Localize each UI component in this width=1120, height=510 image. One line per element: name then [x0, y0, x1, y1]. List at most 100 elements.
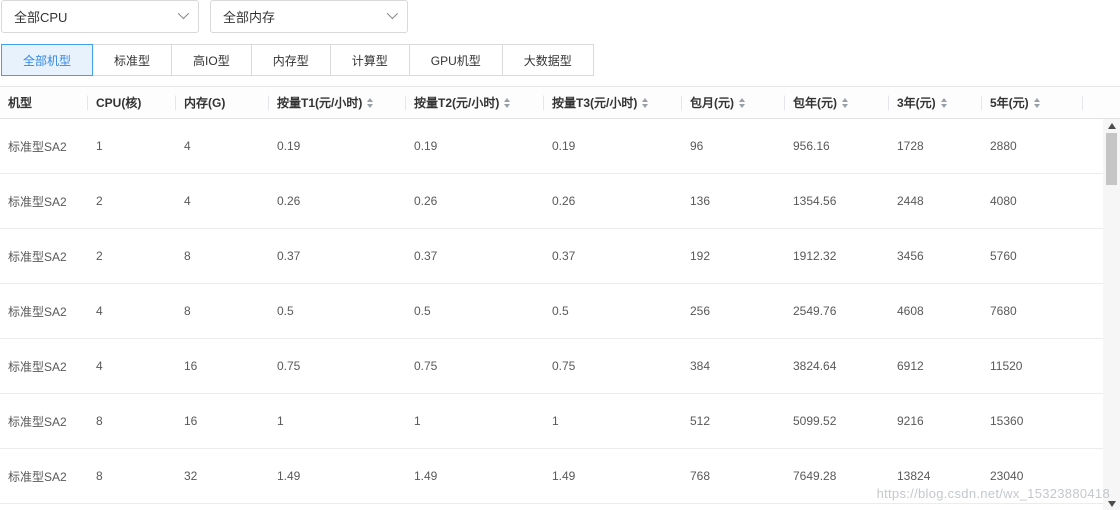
cell-cpu: 4: [96, 359, 103, 373]
col-label: 按量T1(元/小时): [277, 96, 363, 110]
cpu-filter-value: 全部CPU: [14, 10, 68, 25]
col-header-payg-t1[interactable]: 按量T1(元/小时): [269, 87, 406, 118]
vertical-scrollbar[interactable]: [1103, 119, 1120, 510]
sort-icon[interactable]: [642, 97, 649, 108]
cell-memory: 16: [184, 359, 198, 373]
col-header-payg-t3[interactable]: 按量T3(元/小时): [544, 87, 682, 118]
col-header-cpu: CPU(核): [88, 87, 176, 118]
table-row: 标准型SA2 1 4 0.19 0.19 0.19 96 956.16 1728…: [0, 119, 1120, 174]
cell-payg-t1: 1: [277, 414, 284, 428]
cell-5year: 15360: [990, 414, 1024, 428]
col-label: 内存(G): [184, 96, 226, 110]
cell-model: 标准型SA2: [8, 249, 67, 264]
col-header-3year[interactable]: 3年(元): [889, 87, 982, 118]
table-row: 标准型SA2 8 16 1 1 1 512 5099.52 9216 15360: [0, 394, 1120, 449]
cell-yearly: 956.16: [793, 139, 830, 153]
cell-cpu: 8: [96, 469, 103, 483]
cell-payg-t2: 1.49: [414, 469, 438, 483]
cell-cpu: 8: [96, 414, 103, 428]
cell-3year: 4608: [897, 304, 924, 318]
arrow-down-icon: [1107, 500, 1116, 507]
chevron-down-icon: [177, 7, 190, 20]
arrow-up-icon: [1107, 122, 1116, 129]
col-label: 3年(元): [897, 96, 936, 110]
tab-label: 计算型: [351, 53, 388, 68]
cell-payg-t2: 0.19: [414, 139, 438, 153]
cell-5year: 4080: [990, 194, 1017, 208]
cell-5year: 5760: [990, 249, 1017, 263]
tab-gpu[interactable]: GPU机型: [408, 44, 503, 76]
col-header-monthly[interactable]: 包月(元): [682, 87, 785, 118]
cell-monthly: 512: [690, 414, 711, 428]
cell-payg-t2: 0.26: [414, 194, 438, 208]
cell-yearly: 3824.64: [793, 359, 837, 373]
col-header-5year[interactable]: 5年(元): [982, 87, 1083, 118]
cell-cpu: 4: [96, 304, 103, 318]
table-row: 标准型SA2 2 4 0.26 0.26 0.26 136 1354.56 24…: [0, 174, 1120, 229]
tab-big-data[interactable]: 大数据型: [501, 44, 594, 76]
cell-payg-t1: 0.75: [277, 359, 301, 373]
pricing-table: 机型 CPU(核) 内存(G) 按量T1(元/小时) 按量T2(元/小时) 按量…: [0, 86, 1120, 504]
scrollbar-thumb[interactable]: [1106, 133, 1117, 185]
col-label: 包年(元): [793, 96, 837, 110]
col-header-payg-t2[interactable]: 按量T2(元/小时): [406, 87, 544, 118]
cell-payg-t2: 0.5: [414, 304, 431, 318]
cell-memory: 4: [184, 194, 191, 208]
table-body: 标准型SA2 1 4 0.19 0.19 0.19 96 956.16 1728…: [0, 119, 1120, 504]
cpu-filter-select[interactable]: 全部CPU: [1, 0, 199, 33]
cell-model: 标准型SA2: [8, 194, 67, 209]
sort-icon[interactable]: [367, 97, 374, 108]
tab-memory[interactable]: 内存型: [250, 44, 331, 76]
col-label: CPU(核): [96, 96, 142, 110]
cell-5year: 2880: [990, 139, 1017, 153]
cell-payg-t3: 1.49: [552, 469, 576, 483]
cell-payg-t3: 0.5: [552, 304, 569, 318]
tab-label: 大数据型: [523, 53, 572, 68]
cell-payg-t3: 1: [552, 414, 559, 428]
cell-yearly: 1912.32: [793, 249, 837, 263]
cell-cpu: 2: [96, 249, 103, 263]
tab-high-io[interactable]: 高IO型: [171, 44, 252, 76]
cell-memory: 4: [184, 139, 191, 153]
cell-payg-t2: 0.37: [414, 249, 438, 263]
sort-icon[interactable]: [842, 97, 848, 108]
tab-all-types[interactable]: 全部机型: [1, 44, 94, 76]
cell-3year: 1728: [897, 139, 924, 153]
instance-type-tabs: 全部机型 标准型 高IO型 内存型 计算型 GPU机型 大数据型: [1, 44, 594, 76]
cell-model: 标准型SA2: [8, 139, 67, 154]
scroll-down-button[interactable]: [1103, 497, 1120, 510]
cell-memory: 8: [184, 249, 191, 263]
cell-memory: 8: [184, 304, 191, 318]
chevron-down-icon: [386, 7, 399, 20]
filter-bar: 全部CPU 全部内存: [1, 0, 408, 33]
cell-monthly: 256: [690, 304, 711, 318]
table-header-row: 机型 CPU(核) 内存(G) 按量T1(元/小时) 按量T2(元/小时) 按量…: [0, 86, 1120, 119]
cell-yearly: 7649.28: [793, 469, 837, 483]
cell-model: 标准型SA2: [8, 304, 67, 319]
sort-icon[interactable]: [504, 97, 511, 108]
cell-3year: 3456: [897, 249, 924, 263]
cell-monthly: 136: [690, 194, 711, 208]
cell-payg-t3: 0.19: [552, 139, 576, 153]
cell-yearly: 2549.76: [793, 304, 837, 318]
col-header-yearly[interactable]: 包年(元): [785, 87, 889, 118]
cell-5year: 11520: [990, 359, 1023, 373]
memory-filter-select[interactable]: 全部内存: [210, 0, 408, 33]
cell-5year: 7680: [990, 304, 1017, 318]
col-label: 按量T3(元/小时): [552, 96, 638, 110]
sort-icon[interactable]: [739, 97, 745, 108]
cell-payg-t2: 1: [414, 414, 421, 428]
table-row: 标准型SA2 4 16 0.75 0.75 0.75 384 3824.64 6…: [0, 339, 1120, 394]
memory-filter-value: 全部内存: [223, 10, 276, 25]
cell-payg-t2: 0.75: [414, 359, 438, 373]
cell-cpu: 2: [96, 194, 103, 208]
tab-label: 内存型: [272, 53, 309, 68]
sort-icon[interactable]: [1033, 97, 1040, 108]
tab-compute[interactable]: 计算型: [329, 44, 410, 76]
col-label: 5年(元): [990, 96, 1029, 110]
cell-3year: 9216: [897, 414, 924, 428]
scroll-up-button[interactable]: [1103, 119, 1120, 132]
tab-standard[interactable]: 标准型: [92, 44, 173, 76]
sort-icon[interactable]: [940, 97, 947, 108]
